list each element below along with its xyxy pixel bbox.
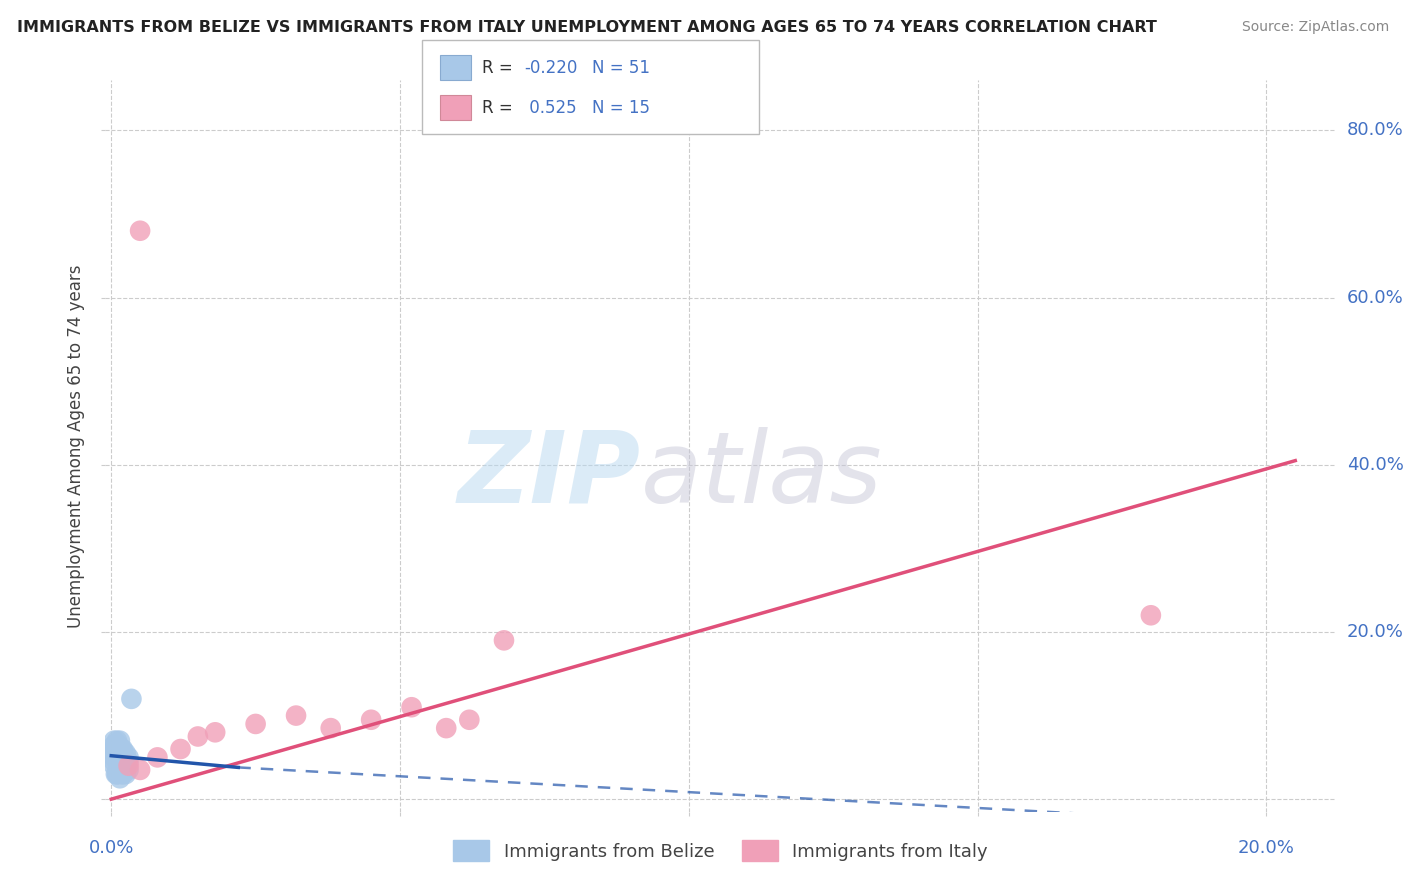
Point [111,742,134,756]
Point [103,746,125,760]
Text: 80.0%: 80.0% [1347,121,1403,139]
Point [285,708,308,723]
Text: ZIP: ZIP [457,426,641,524]
Point [129,224,152,238]
Point [103,733,125,747]
Point [401,700,423,714]
Point [120,691,142,706]
Point [204,725,226,739]
Point [111,767,134,781]
Point [111,758,134,772]
Point [360,713,382,727]
Point [108,758,131,772]
Point [108,767,131,781]
Point [107,750,129,764]
Point [117,750,139,764]
Text: atlas: atlas [641,426,882,524]
Text: 0.525: 0.525 [524,99,576,117]
Point [105,767,128,781]
Point [104,742,127,756]
Point [103,755,125,769]
Point [105,750,128,764]
Point [104,742,127,756]
Point [111,767,134,781]
Point [114,767,136,781]
Point [117,763,139,777]
Point [187,730,209,744]
Point [107,758,129,772]
Point [169,742,191,756]
Point [146,750,169,764]
Point [117,758,139,772]
Point [112,750,135,764]
Point [111,758,134,772]
Point [105,750,128,764]
Point [107,738,129,752]
Legend: Immigrants from Belize, Immigrants from Italy: Immigrants from Belize, Immigrants from … [446,833,995,869]
Point [434,721,457,735]
Point [111,755,134,769]
Point [105,746,128,760]
Y-axis label: Unemployment Among Ages 65 to 74 years: Unemployment Among Ages 65 to 74 years [67,264,86,628]
Point [105,767,128,781]
Point [107,742,129,756]
Text: 20.0%: 20.0% [1237,839,1295,857]
Point [111,746,134,760]
Point [104,767,127,781]
Point [117,755,139,769]
Point [245,717,267,731]
Point [105,733,128,747]
Text: IMMIGRANTS FROM BELIZE VS IMMIGRANTS FROM ITALY UNEMPLOYMENT AMONG AGES 65 TO 74: IMMIGRANTS FROM BELIZE VS IMMIGRANTS FRO… [17,20,1157,35]
Point [111,746,134,760]
Point [319,721,342,735]
Point [112,755,135,769]
Point [103,738,125,752]
Text: 60.0%: 60.0% [1347,289,1403,307]
Point [108,772,131,786]
Point [492,633,515,648]
Text: R =: R = [482,59,519,77]
Point [104,738,127,752]
Point [111,758,134,772]
Point [114,746,136,760]
Text: 20.0%: 20.0% [1347,623,1403,641]
Point [103,750,125,764]
Point [129,763,152,777]
Point [104,738,127,752]
Point [108,733,131,747]
Point [111,750,134,764]
Point [108,758,131,772]
Point [111,758,134,772]
Point [111,746,134,760]
Point [111,742,134,756]
Text: -0.220: -0.220 [524,59,578,77]
Point [114,763,136,777]
Point [1140,608,1163,623]
Point [103,742,125,756]
Point [103,758,125,772]
Text: 0.0%: 0.0% [89,839,134,857]
Text: R =: R = [482,99,519,117]
Text: N = 15: N = 15 [592,99,650,117]
Text: N = 51: N = 51 [592,59,650,77]
Point [458,713,481,727]
Text: Source: ZipAtlas.com: Source: ZipAtlas.com [1241,20,1389,34]
Point [108,758,131,772]
Text: 40.0%: 40.0% [1347,456,1403,474]
Point [105,750,128,764]
